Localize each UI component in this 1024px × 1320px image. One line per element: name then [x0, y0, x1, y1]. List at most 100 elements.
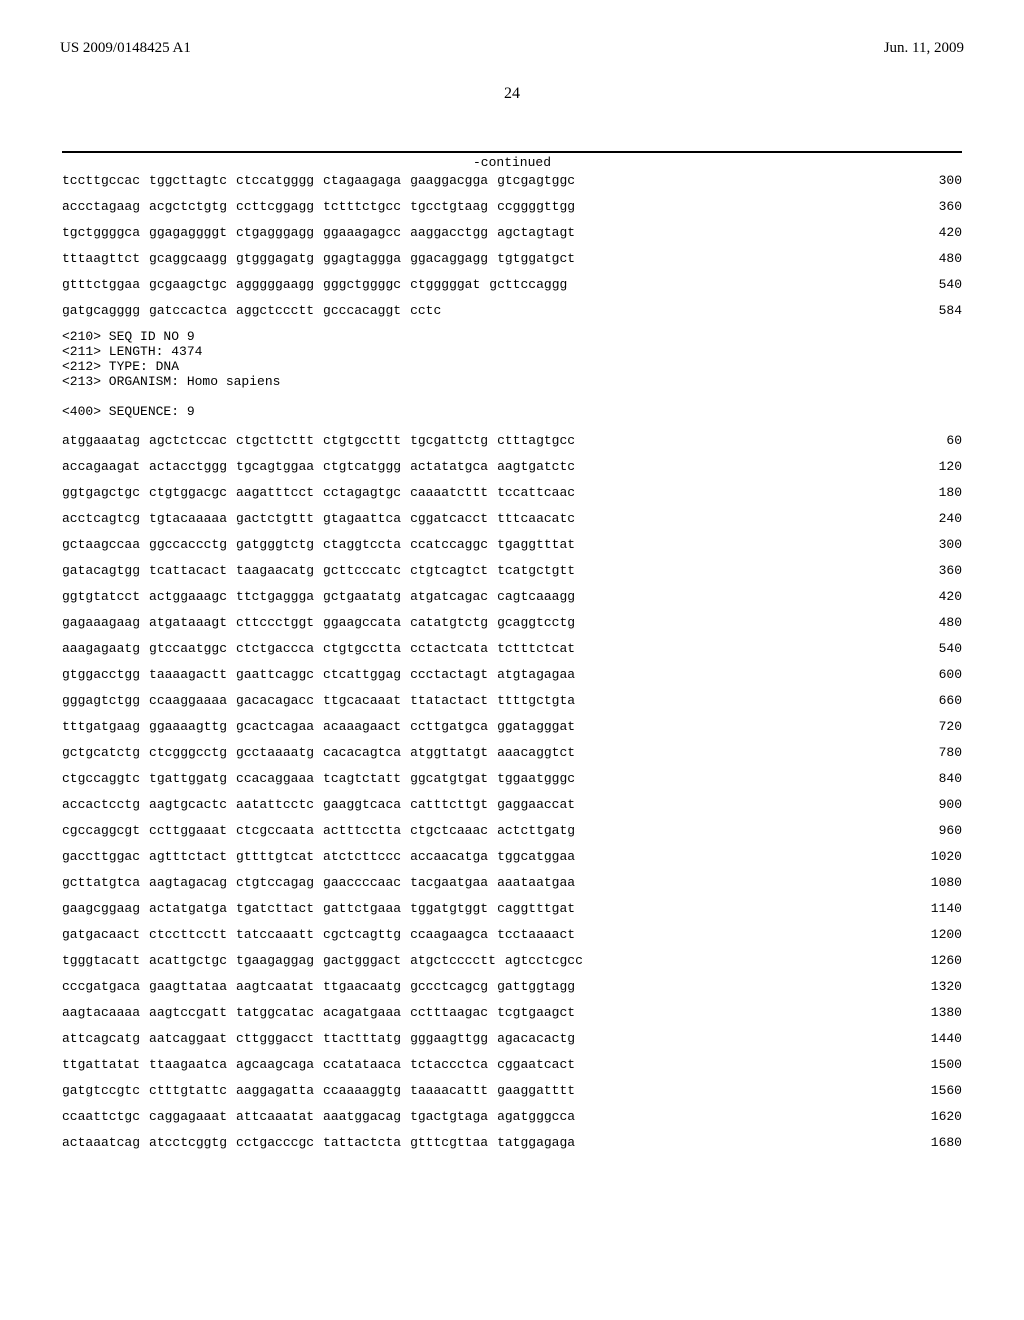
sequence-group: ctgctcaaac	[410, 824, 488, 837]
rule-line-top	[62, 151, 962, 153]
sequence-group: ctgccaggtc	[62, 772, 140, 785]
sequence-group: atgctcccctt	[410, 954, 496, 967]
sequence-group: tctttctgcc	[323, 200, 401, 213]
sequence-group: accctagaag	[62, 200, 140, 213]
sequence-group: ccttggaaat	[149, 824, 227, 837]
sequence-group: ccggggttgg	[497, 200, 575, 213]
sequence-group: gatccactca	[149, 304, 227, 317]
sequence-group: gcccacaggt	[323, 304, 401, 317]
sequence-group: gactctgttt	[236, 512, 314, 525]
sequence-group: gtgggagatg	[236, 252, 314, 265]
sequence-block-main: atggaaatagagctctccacctgcttctttctgtgccttt…	[62, 434, 962, 1149]
sequence-position: 584	[914, 304, 962, 317]
sequence-groups: gtttctggaagcgaagctgcagggggaagggggctggggc…	[62, 278, 567, 291]
sequence-group: ctctgaccca	[236, 642, 314, 655]
sequence-group: tcagtctatt	[323, 772, 401, 785]
sequence-group: gcgaagctgc	[149, 278, 227, 291]
sequence-row: accctagaagacgctctgtgccttcggaggtctttctgcc…	[62, 200, 962, 213]
sequence-group: gatgtccgtc	[62, 1084, 140, 1097]
sequence-group: ggagtaggga	[323, 252, 401, 265]
sequence-group: ttatactact	[410, 694, 488, 707]
sequence-group: ggtgagctgc	[62, 486, 140, 499]
sequence-group: aagtacaaaa	[62, 1006, 140, 1019]
sequence-group: ctgtccagag	[236, 876, 314, 889]
sequence-group: gcttatgtca	[62, 876, 140, 889]
sequence-row: ttgattatatttaagaatcaagcaagcagaccatataaca…	[62, 1058, 962, 1071]
sequence-position: 960	[914, 824, 962, 837]
sequence-group: ccaaggaaaa	[149, 694, 227, 707]
sequence-group: gaagttataa	[149, 980, 227, 993]
sequence-row: actaaatcagatcctcggtgcctgacccgctattactcta…	[62, 1136, 962, 1149]
sequence-group: ctgtggacgc	[149, 486, 227, 499]
sequence-position: 1620	[914, 1110, 962, 1123]
sequence-group: tgtggatgct	[497, 252, 575, 265]
sequence-position: 1080	[914, 876, 962, 889]
sequence-group: aagtgcactc	[149, 798, 227, 811]
sequence-group: gaaggtcaca	[323, 798, 401, 811]
sequence-group: cctgacccgc	[236, 1136, 314, 1149]
publication-date: Jun. 11, 2009	[884, 40, 964, 57]
sequence-group: cgctcagttg	[323, 928, 401, 941]
sequence-row: accactcctgaagtgcactcaatattcctcgaaggtcaca…	[62, 798, 962, 811]
sequence-group: gcactcagaa	[236, 720, 314, 733]
sequence-group: ctcattggag	[323, 668, 401, 681]
sequence-group: agcaagcaga	[236, 1058, 314, 1071]
patent-page: US 2009/0148425 A1 Jun. 11, 2009 24 -con…	[0, 0, 1024, 1202]
sequence-position: 60	[914, 434, 962, 447]
sequence-group: gagaaagaag	[62, 616, 140, 629]
sequence-group: gggagtctgg	[62, 694, 140, 707]
sequence-group: tccttgccac	[62, 174, 140, 187]
sequence-group: actggaaagc	[149, 590, 227, 603]
sequence-group: tgcagtggaa	[236, 460, 314, 473]
sequence-group: aaatggacag	[323, 1110, 401, 1123]
sequence-groups: actaaatcagatcctcggtgcctgacccgctattactcta…	[62, 1136, 575, 1149]
sequence-group: ttgcacaaat	[323, 694, 401, 707]
sequence-group: tggatgtggt	[410, 902, 488, 915]
sequence-group: tatccaaatt	[236, 928, 314, 941]
sequence-group: gaagcggaag	[62, 902, 140, 915]
sequence-group: aagtccgatt	[149, 1006, 227, 1019]
sequence-group: ccatataaca	[323, 1058, 401, 1071]
sequence-group: aaagagaatg	[62, 642, 140, 655]
sequence-group: gcttcccatc	[323, 564, 401, 577]
sequence-position: 540	[914, 642, 962, 655]
meta-line: <210> SEQ ID NO 9	[62, 329, 195, 344]
sequence-groups: gggagtctggccaaggaaaagacacagaccttgcacaaat…	[62, 694, 575, 707]
sequence-position: 420	[914, 226, 962, 239]
sequence-position: 120	[914, 460, 962, 473]
sequence-position: 480	[914, 616, 962, 629]
sequence-group: attcagcatg	[62, 1032, 140, 1045]
sequence-group: gaccttggac	[62, 850, 140, 863]
sequence-row: tgggtacattacattgctgctgaagaggaggactgggact…	[62, 954, 962, 967]
sequence-group: agacacactg	[497, 1032, 575, 1045]
sequence-position: 600	[914, 668, 962, 681]
sequence-group: ctcgccaata	[236, 824, 314, 837]
sequence-groups: tttaagttctgcaggcaagggtgggagatgggagtaggga…	[62, 252, 575, 265]
sequence-row: gatgtccgtcctttgtattcaaggagattaccaaaaggtg…	[62, 1084, 962, 1097]
sequence-groups: ggtgagctgcctgtggacgcaagatttcctcctagagtgc…	[62, 486, 575, 499]
sequence-row: cccgatgacagaagttataaaagtcaatatttgaacaatg…	[62, 980, 962, 993]
sequence-group: aatattcctc	[236, 798, 314, 811]
sequence-groups: gaagcggaagactatgatgatgatcttactgattctgaaa…	[62, 902, 575, 915]
sequence-position: 780	[914, 746, 962, 759]
sequence-group: gatgcagggg	[62, 304, 140, 317]
sequence-groups: cgccaggcgtccttggaaatctcgccaataactttcctta…	[62, 824, 575, 837]
sequence-group: agctagtagt	[497, 226, 575, 239]
sequence-groups: gctgcatctgctcgggcctggcctaaaatgcacacagtca…	[62, 746, 575, 759]
sequence-group: aatcaggaat	[149, 1032, 227, 1045]
sequence-group: cctttaagac	[410, 1006, 488, 1019]
sequence-row: accagaagatactacctgggtgcagtggaactgtcatggg…	[62, 460, 962, 473]
sequence-groups: accactcctgaagtgcactcaatattcctcgaaggtcaca…	[62, 798, 575, 811]
sequence-group: agtcctcgcc	[505, 954, 583, 967]
sequence-groups: gtggacctggtaaaagacttgaattcaggcctcattggag…	[62, 668, 575, 681]
sequence-group: atctcttccc	[323, 850, 401, 863]
sequence-row: ggtgagctgcctgtggacgcaagatttcctcctagagtgc…	[62, 486, 962, 499]
sequence-group: ttttgctgta	[497, 694, 575, 707]
sequence-group: caggagaaat	[149, 1110, 227, 1123]
sequence-group: tctaccctca	[410, 1058, 488, 1071]
sequence-group: gaaggacgga	[410, 174, 488, 187]
sequence-row: gaagcggaagactatgatgatgatcttactgattctgaaa…	[62, 902, 962, 915]
sequence-group: ttaagaatca	[149, 1058, 227, 1071]
publication-number: US 2009/0148425 A1	[60, 40, 191, 57]
sequence-group: aggctccctt	[236, 304, 314, 317]
